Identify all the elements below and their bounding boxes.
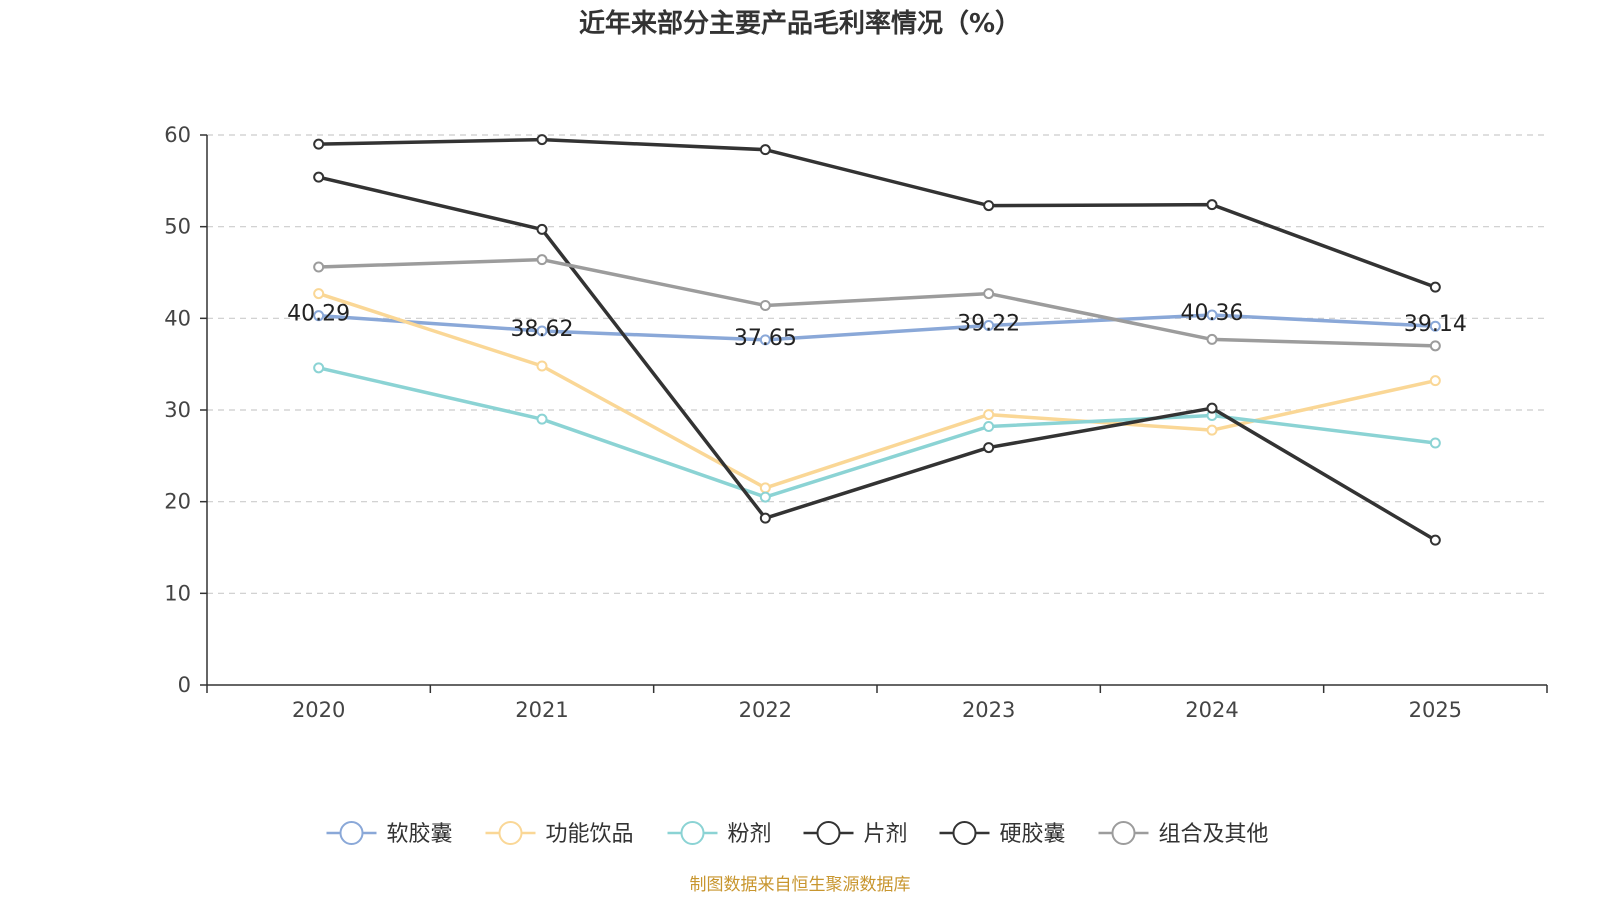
data-point[interactable] <box>1429 281 1441 293</box>
legend-item[interactable]: 组合及其他 <box>1098 821 1269 847</box>
data-point[interactable] <box>1429 340 1441 352</box>
data-point[interactable] <box>536 413 548 425</box>
data-point[interactable] <box>1206 309 1218 321</box>
data-point[interactable] <box>536 325 548 337</box>
y-tick-label: 60 <box>164 123 191 147</box>
y-tick-label: 0 <box>178 673 191 697</box>
y-tick-label: 20 <box>164 490 191 514</box>
series-line <box>316 291 1438 490</box>
series-line <box>316 313 1438 342</box>
data-label: 40.29 <box>287 302 350 327</box>
legend-marker-icon <box>498 821 523 845</box>
data-point[interactable] <box>1429 534 1441 546</box>
data-point[interactable] <box>759 512 771 524</box>
data-point[interactable] <box>313 288 325 300</box>
legend-item[interactable]: 功能饮品 <box>485 821 634 847</box>
y-tick-label: 40 <box>164 306 191 330</box>
data-point[interactable] <box>313 171 325 183</box>
data-point[interactable] <box>759 144 771 156</box>
data-point[interactable] <box>759 482 771 494</box>
data-point[interactable] <box>313 261 325 273</box>
x-tick-label: 2025 <box>1409 698 1462 722</box>
chart-title: 近年来部分主要产品毛利率情况（%） <box>579 8 1021 39</box>
legend-label: 硬胶囊 <box>1000 822 1066 847</box>
data-point[interactable] <box>983 421 995 432</box>
data-point[interactable] <box>536 254 548 266</box>
legend-label: 粉剂 <box>728 822 772 847</box>
legend-item[interactable]: 软胶囊 <box>326 821 453 847</box>
data-point[interactable] <box>1429 320 1441 332</box>
legend-label: 软胶囊 <box>387 822 453 847</box>
legend-marker-icon <box>952 821 977 845</box>
data-point[interactable] <box>1429 437 1441 449</box>
data-point[interactable] <box>1206 333 1218 345</box>
data-point[interactable] <box>1206 424 1218 436</box>
y-tick-label: 10 <box>164 581 191 605</box>
data-point[interactable] <box>313 310 325 322</box>
data-label: 37.65 <box>734 326 797 351</box>
x-tick-label: 2020 <box>292 698 345 722</box>
x-tick-label: 2024 <box>1185 698 1238 722</box>
data-label: 39.22 <box>957 311 1020 336</box>
x-tick-label: 2021 <box>515 698 568 722</box>
legend-label: 片剂 <box>864 822 908 847</box>
data-point[interactable] <box>1429 375 1441 387</box>
data-point[interactable] <box>983 319 995 331</box>
data-point[interactable] <box>759 300 771 311</box>
data-point[interactable] <box>1206 402 1218 414</box>
data-point[interactable] <box>1206 199 1218 211</box>
y-tick-label: 30 <box>164 398 191 422</box>
data-point[interactable] <box>536 134 548 146</box>
data-point[interactable] <box>759 334 771 346</box>
data-point[interactable] <box>983 442 995 454</box>
series-line <box>316 257 1438 348</box>
data-label: 39.14 <box>1404 312 1467 337</box>
data-point[interactable] <box>313 362 325 374</box>
legend-item[interactable]: 粉剂 <box>667 821 772 847</box>
legend-marker-icon <box>339 821 364 845</box>
x-tick-label: 2023 <box>962 698 1015 722</box>
y-tick-label: 50 <box>164 215 191 239</box>
series-line <box>316 366 1438 499</box>
x-tick-label: 2022 <box>739 698 792 722</box>
data-label: 38.62 <box>511 317 574 342</box>
legend-marker-icon <box>816 821 841 845</box>
series-6 <box>313 254 1441 352</box>
data-point[interactable] <box>983 288 995 300</box>
series-2 <box>313 288 1441 494</box>
legend-label: 功能饮品 <box>546 822 634 847</box>
series-3 <box>313 362 1441 503</box>
series-5 <box>313 134 1441 293</box>
series-1 <box>313 309 1441 346</box>
legend-label: 组合及其他 <box>1159 822 1269 847</box>
data-label: 40.36 <box>1181 301 1244 326</box>
data-point[interactable] <box>759 491 771 503</box>
data-point[interactable] <box>536 223 548 235</box>
data-point[interactable] <box>983 200 995 212</box>
source-note: 制图数据来自恒生聚源数据库 <box>690 875 911 895</box>
legend-marker-icon <box>1111 821 1136 845</box>
data-point[interactable] <box>313 138 325 150</box>
legend-item[interactable]: 硬胶囊 <box>939 821 1066 847</box>
legend-item[interactable]: 片剂 <box>803 821 908 847</box>
data-point[interactable] <box>536 360 548 372</box>
series-line <box>316 137 1438 289</box>
data-point[interactable] <box>983 409 995 421</box>
legend-marker-icon <box>680 821 705 845</box>
series-line <box>316 175 1438 542</box>
series-4 <box>313 171 1441 546</box>
